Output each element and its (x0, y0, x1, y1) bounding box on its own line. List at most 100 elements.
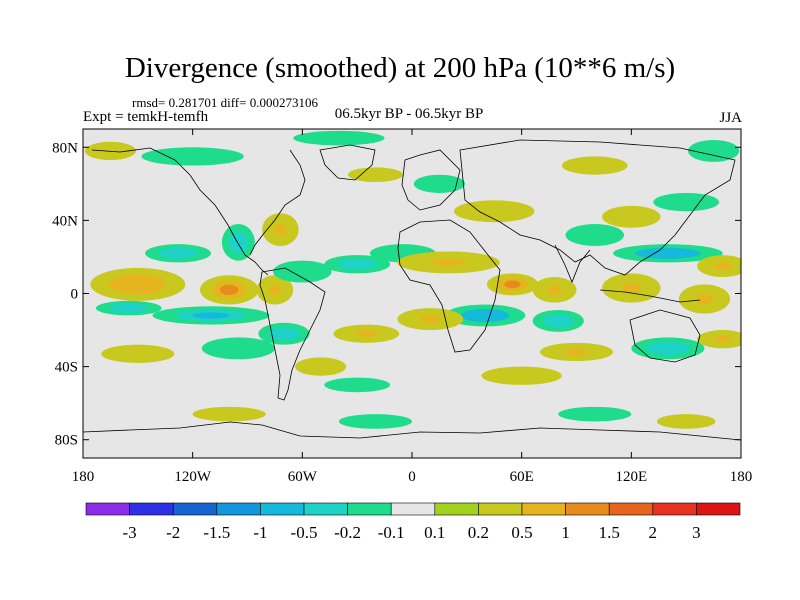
y-tick-label: 80S (55, 433, 78, 449)
x-tick-label: 180 (730, 469, 753, 485)
chart-title: Divergence (smoothed) at 200 hPa (10**6 … (124, 52, 676, 84)
field-blob-core (714, 262, 731, 270)
field-blob-outer (565, 224, 625, 246)
colorbar-label: 0.2 (468, 523, 489, 542)
x-tick-label: 60E (510, 469, 534, 485)
colorbar-label: -2 (166, 523, 180, 542)
coast-australia (629, 309, 701, 363)
field-blob-core (346, 261, 368, 268)
field-blob-core (192, 312, 230, 319)
field-blob-core (118, 305, 140, 311)
coast-antarctica (83, 421, 741, 441)
divergence-field (84, 130, 741, 429)
colorbar-swatch (652, 502, 697, 516)
field-blob-core (696, 293, 713, 305)
field-blob-outer (561, 156, 628, 175)
field-blob-outer (201, 337, 275, 360)
field-blob-core (550, 317, 567, 325)
y-axis: 80N 40N 0 40S 80S (52, 140, 741, 449)
field-blob-core (432, 258, 465, 267)
coast-india (554, 244, 591, 284)
x-tick-label: 120E (615, 469, 647, 485)
field-blob-core (472, 311, 498, 320)
colorbar-swatch (347, 502, 392, 516)
colorbar-swatch (390, 502, 436, 516)
colorbar-label: -3 (123, 523, 137, 542)
field-blob-outer (558, 406, 632, 422)
field-blob-outer (602, 205, 661, 228)
colorbar-label: 1 (561, 523, 570, 542)
coast-south-america (259, 267, 326, 401)
field-blob-outer (324, 377, 391, 393)
field-blob-outer (687, 139, 740, 162)
field-blob-core (419, 315, 441, 323)
coast-north-america-east (249, 149, 306, 256)
field-blob-core (547, 285, 562, 295)
field-blob-core (714, 335, 731, 343)
field-blob-core (621, 282, 641, 294)
field-blob-core (355, 330, 377, 337)
colorbar-swatch (216, 502, 261, 516)
period-label: 06.5kyr BP - 06.5kyr BP (334, 106, 484, 122)
field-blob-outer (338, 414, 413, 429)
field-blob-outer (454, 200, 535, 223)
x-axis: 180 120W 60W 0 60E 120E 180 (72, 129, 753, 485)
field-blob-core (504, 280, 521, 289)
coast-indonesia (599, 289, 701, 303)
colorbar-label: -1 (253, 523, 267, 542)
colorbar-label: -1.5 (203, 523, 230, 542)
field-blob-outer (192, 406, 266, 422)
colorbar-swatch (434, 502, 479, 516)
field-blob-outer (413, 174, 466, 193)
colorbar-swatch (478, 502, 523, 516)
colorbar-swatch (172, 502, 218, 516)
field-blob-outer (273, 260, 332, 283)
colorbar-swatch (565, 502, 610, 516)
x-tick-label: 0 (408, 469, 416, 485)
field-blob-outer (481, 366, 562, 385)
colorbar-label: 1.5 (599, 523, 620, 542)
x-tick-label: 120W (174, 469, 212, 485)
colorbar-label: 2 (649, 523, 658, 542)
coast-africa (397, 219, 501, 353)
colorbar-swatch (303, 502, 348, 516)
field-blob-outer (141, 147, 244, 166)
field-blob-outer (101, 344, 175, 363)
field-blob-core (219, 284, 239, 295)
field-blob-core (650, 250, 686, 257)
colorbar-label: 3 (692, 523, 701, 542)
colorbar-swatch (85, 502, 130, 516)
colorbar-label: -0.5 (291, 523, 318, 542)
y-tick-label: 0 (71, 287, 79, 303)
y-tick-label: 40S (55, 360, 78, 376)
colorbar-label: -0.2 (334, 523, 361, 542)
field-blob-core (122, 278, 154, 291)
colorbar: -3 -2 -1.5 -1 -0.5 -0.2 -0.1 0.1 0.2 0.5 1 1.5 2 3 (85, 502, 741, 542)
colorbar-swatch (608, 502, 654, 516)
field-blob-core (564, 348, 589, 356)
coast-greenland (319, 144, 376, 181)
coast-asia (459, 139, 736, 276)
y-tick-label: 40N (52, 213, 78, 229)
colorbar-swatch (260, 502, 305, 516)
colorbar-label: 0.1 (424, 523, 445, 542)
season-label: JJA (719, 110, 742, 126)
coastlines (83, 139, 741, 441)
colorbar-label: -0.1 (378, 523, 405, 542)
field-blob-core (656, 344, 680, 353)
colorbar-label: 0.5 (511, 523, 532, 542)
field-blob-core (167, 250, 189, 257)
experiment-label: Expt = temkH-temfh (83, 109, 209, 125)
stats-text: rmsd= 0.281701 diff= 0.000273106 (132, 95, 318, 110)
x-tick-label: 60W (288, 469, 318, 485)
field-blob-outer (656, 414, 716, 429)
y-tick-label: 80N (52, 140, 78, 156)
x-tick-label: 180 (72, 469, 95, 485)
colorbar-swatch (521, 502, 566, 516)
colorbar-swatch (129, 502, 174, 516)
field-blob-core (269, 284, 281, 295)
field-blob-outer (293, 130, 385, 146)
colorbar-swatch (696, 502, 741, 516)
field-blob-outer (295, 357, 347, 376)
